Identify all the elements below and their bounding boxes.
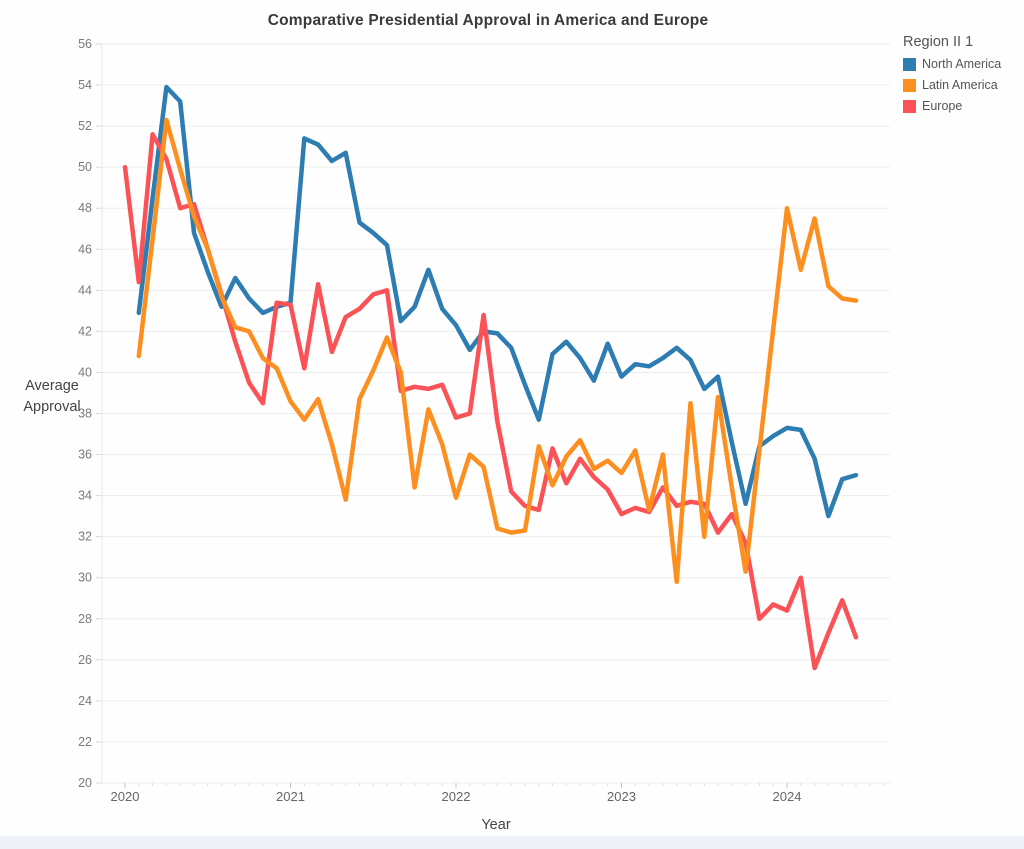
- legend-item-label: Latin America: [922, 78, 998, 92]
- y-tick-label: 40: [78, 365, 92, 379]
- y-tick-label: 36: [78, 448, 92, 462]
- y-tick-label: 42: [78, 324, 92, 338]
- y-tick-label: 34: [78, 489, 92, 503]
- y-tick-label: 48: [78, 201, 92, 215]
- chart-title: Comparative Presidential Approval in Ame…: [267, 12, 709, 29]
- legend-swatch-icon: [903, 57, 916, 71]
- legend-swatch-icon: [903, 78, 916, 92]
- y-tick-label: 50: [78, 160, 92, 174]
- y-tick-label: 28: [78, 612, 92, 626]
- y-tick-label: 44: [78, 283, 92, 297]
- y-tick-label: 38: [78, 407, 92, 421]
- x-tick-label: 2022: [442, 789, 471, 804]
- legend-title: Region II 1: [903, 34, 974, 50]
- y-tick-label: 30: [78, 571, 92, 585]
- legend-item-europe: Europe: [903, 99, 1021, 113]
- y-tick-label: 26: [78, 653, 92, 667]
- y-tick-label: 20: [78, 776, 92, 790]
- x-tick-label: 2021: [276, 789, 305, 804]
- legend-item-latin-america: Latin America: [903, 78, 1021, 92]
- y-tick-label: 24: [78, 694, 92, 708]
- legend-item-label: Europe: [922, 99, 963, 113]
- line-north-america: [136, 84, 859, 519]
- line-europe: [122, 132, 859, 671]
- y-tick-label: 54: [78, 78, 92, 92]
- legend-item-label: North America: [922, 57, 1002, 71]
- line-latin-america: [136, 117, 859, 585]
- y-tick-label: 32: [78, 530, 92, 544]
- page-bottom-strip: [0, 836, 1024, 849]
- legend-item-north-america: North America: [903, 57, 1021, 71]
- x-tick-label: 2023: [607, 789, 636, 804]
- legend-swatch-icon: [903, 99, 916, 113]
- y-tick-label: 22: [78, 735, 92, 749]
- x-tick-label: 2020: [111, 789, 140, 804]
- x-axis-title: Year: [481, 817, 511, 833]
- legend: Region II 1 North America Latin America Eu…: [903, 34, 1021, 120]
- x-tick-label: 2024: [773, 789, 802, 804]
- y-tick-label: 46: [78, 242, 92, 256]
- y-tick-label: 56: [78, 37, 92, 51]
- y-tick-label: 52: [78, 119, 92, 133]
- y-axis-title: Average Approval: [23, 378, 81, 415]
